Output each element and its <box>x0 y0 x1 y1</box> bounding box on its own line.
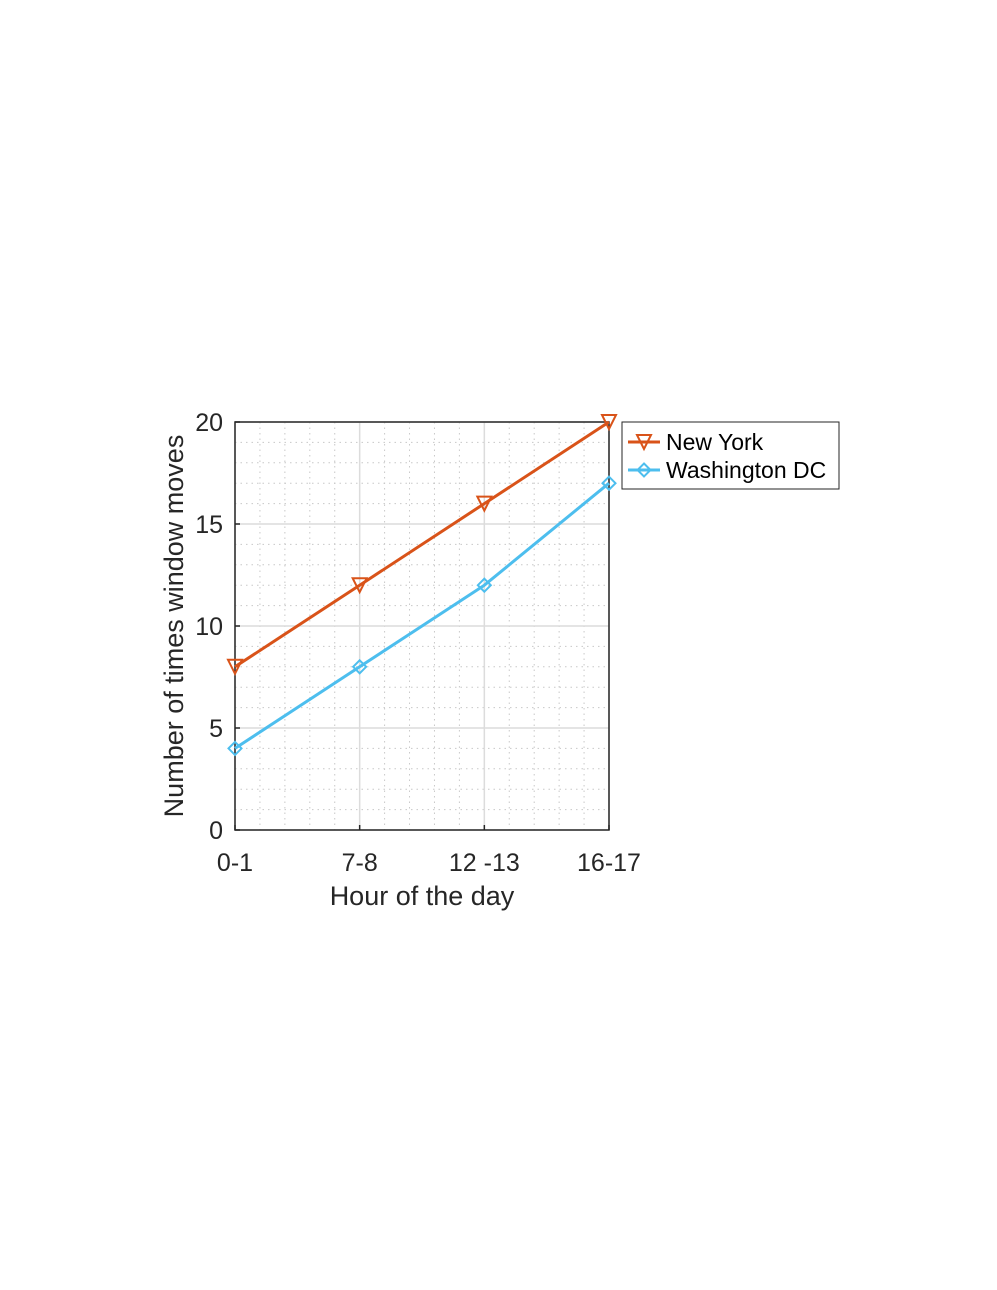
y-tick-label: 5 <box>209 715 223 743</box>
data-point-marker <box>600 414 618 432</box>
y-tick-label: 15 <box>195 511 223 539</box>
series-line <box>234 420 610 669</box>
x-tick-label: 12 -13 <box>449 849 520 877</box>
series-new-york <box>226 414 618 677</box>
legend-item: Washington DC <box>628 457 826 483</box>
legend-swatch-marker <box>635 434 653 452</box>
data-point-marker <box>476 577 493 594</box>
data-point-marker <box>226 658 244 677</box>
legend-box <box>621 421 840 490</box>
x-tick-label: 7-8 <box>342 849 378 877</box>
series-layer <box>226 414 618 757</box>
series-washington-dc <box>227 475 617 757</box>
data-point-marker <box>227 740 243 757</box>
data-point-marker <box>351 577 369 595</box>
series-line <box>234 482 610 750</box>
data-point-marker <box>601 475 617 492</box>
x-tick-label: 16-17 <box>577 849 641 877</box>
legend-swatch-marker <box>636 462 652 478</box>
legend-item: New York <box>628 429 764 455</box>
y-tick-label: 20 <box>195 409 223 437</box>
y-axis-title: Number of times window moves <box>159 435 189 818</box>
x-axis-ticks: 0-1 7-8 12 -13 16-17 <box>217 825 641 877</box>
data-point-marker <box>475 495 493 513</box>
y-tick-label: 10 <box>195 613 223 641</box>
data-point-marker <box>351 658 368 675</box>
legend-label: New York <box>666 429 764 455</box>
x-axis-title: Hour of the day <box>330 881 515 911</box>
y-tick-label: 0 <box>209 817 223 845</box>
y-axis-ticks: 0 5 10 15 20 <box>195 409 240 845</box>
legend-label: Washington DC <box>666 457 826 483</box>
x-tick-label: 0-1 <box>217 849 253 877</box>
